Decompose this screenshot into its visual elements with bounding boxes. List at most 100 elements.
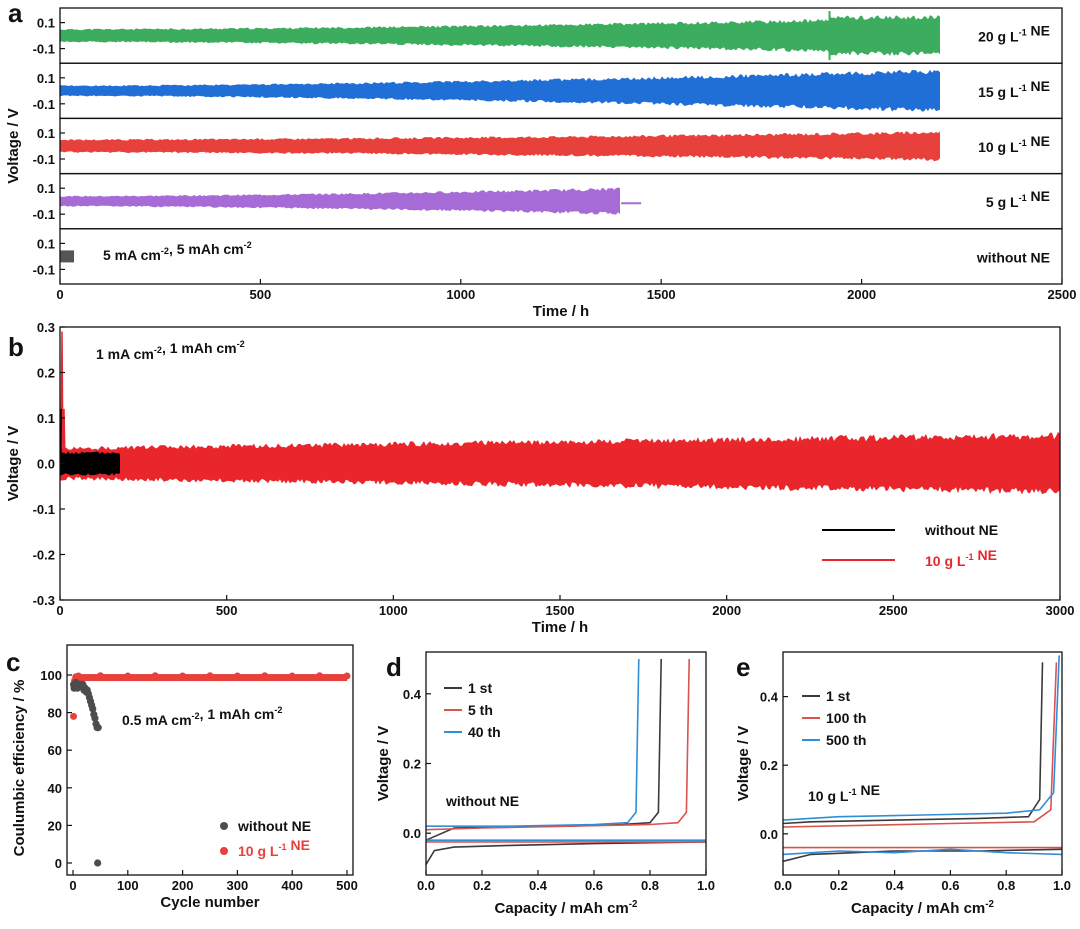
xlabel-d: Capacity / mAh cm-2 [495,899,638,917]
xtick-label-d: 0.6 [585,878,603,893]
xtick-label-e: 0.4 [886,878,905,893]
xtick-label-e: 0.6 [941,878,959,893]
ytick-label-b: 0.0 [37,457,55,472]
legend-label-without-ne-c: without NE [237,818,311,834]
ytick-label-b: 0.2 [37,366,55,381]
xtick-label-e: 0.2 [830,878,848,893]
ytick-label-b: -0.3 [33,593,55,608]
ytick-label-a: 0.1 [37,126,55,141]
series-label-a: 5 g L-1 NE [986,188,1050,210]
series-label-a: 15 g L-1 NE [978,78,1050,100]
point-10g-ne-c [96,672,104,680]
xtick-label-e: 0.0 [774,878,792,893]
xtick-label-a: 500 [250,287,272,302]
legend-marker-10g-c [220,847,228,855]
strip-curve-e-3 [782,848,1063,856]
plot-frame-e [782,651,1063,876]
point-without-ne-c [89,705,97,713]
trace-without-ne-b [60,451,120,476]
ytick-label-a: 0.1 [37,16,55,31]
series-label-a: 20 g L-1 NE [978,23,1050,45]
xtick-label-a: 1000 [446,287,475,302]
legend-label-e-1: 1 st [826,688,850,704]
series-label-a: 10 g L-1 NE [978,133,1050,155]
panel-a: 0.1 -0.1 20 g L-1 NE 0.1 -0.1 15 g L-1 NE 0.1 -… [5,0,1076,320]
trace-3-a [60,131,940,162]
xtick-label-e: 0.8 [997,878,1015,893]
point-10g-ne-c [288,672,296,680]
ytick-label-a: -0.1 [33,97,55,112]
ytick-label-a: 0.1 [37,181,55,196]
xtick-label-d: 1.0 [697,878,715,893]
point-10g-ne-c [179,672,187,680]
xtick-label-b: 500 [216,603,238,618]
ytick-label-c: 40 [48,781,62,796]
xtick-label-d: 0.2 [473,878,491,893]
xtick-label-c: 500 [336,878,358,893]
ytick-label-a: -0.1 [33,152,55,167]
ytick-label-c: 100 [40,668,62,683]
xtick-label-d: 0.8 [641,878,659,893]
xlabel-b: Time / h [532,619,588,636]
trace-4-a [60,187,620,215]
xtick-label-a: 2000 [847,287,876,302]
ytick-label-d: 0.4 [403,687,422,702]
ytick-label-c: 60 [48,743,62,758]
ytick-label-a: 0.1 [37,71,55,86]
point-10g-ne-c [261,672,269,680]
ytick-label-c: 20 [48,818,62,833]
point-without-ne-c [91,714,99,722]
ytick-label-b: -0.1 [33,502,55,517]
subpanel-frame-a [59,228,1063,285]
strip-curve-e-1 [782,848,1063,863]
ytick-label-b: 0.3 [37,320,55,335]
point-10g-ne-c [316,672,324,680]
ylabel-c: Coulumbic efficiency / % [11,680,28,857]
ylabel-a: Voltage / V [5,108,22,184]
xlabel-e: Capacity / mAh cm-2 [851,899,994,917]
ytick-label-d: 0.0 [403,826,421,841]
xtick-label-b: 1000 [379,603,408,618]
ytick-label-c: 0 [55,856,62,871]
legend-label-10g-c: 10 g L-1 NE [238,837,310,859]
curve-e-2 [782,662,1058,828]
panel-label-b: b [8,332,24,362]
ytick-label-b: -0.2 [33,548,55,563]
ytick-label-e: 0.4 [760,690,779,705]
xtick-label-e: 1.0 [1053,878,1071,893]
point-without-ne-c [94,859,102,867]
point-10g-ne-c [206,672,214,680]
xtick-label-b: 3000 [1046,603,1075,618]
ylabel-d: Voltage / V [375,726,392,802]
series-label-a: without NE [976,249,1050,265]
xtick-label-d: 0.0 [417,878,435,893]
ytick-label-a: -0.1 [33,42,55,57]
ytick-label-e: 0.2 [760,758,778,773]
point-without-ne-c [94,724,102,732]
xtick-label-b: 2000 [712,603,741,618]
legend-label-d-1: 1 st [468,680,492,696]
curve-e-1 [782,662,1044,825]
point-10g-ne-c [233,672,241,680]
xlabel-c: Cycle number [160,894,259,911]
xtick-label-a: 0 [56,287,63,302]
panel-label-e: e [736,652,750,682]
panel-e: 0.4 0.2 0.0 0.0 0.2 0.4 0.6 0.8 1.0 Capacity / mA… [735,651,1071,917]
xtick-label-b: 0 [56,603,63,618]
legend-label-d-3: 40 th [468,724,501,740]
curve-d-2 [425,658,690,831]
annotation-d: without NE [445,793,519,809]
strip-curve-d-1 [425,841,707,865]
xtick-label-c: 300 [227,878,249,893]
xtick-label-c: 200 [172,878,194,893]
point-10g-ne-c [124,672,132,680]
point-10g-ne-c [343,672,351,680]
plot-frame-c [66,644,354,876]
legend-label-d-2: 5 th [468,702,493,718]
point-10g-ne-c [74,672,82,680]
xlabel-a: Time / h [533,303,589,320]
ylabel-e: Voltage / V [735,726,752,802]
panel-label-d: d [386,652,402,682]
trace-without-ne-a [60,250,75,263]
panel-label-c: c [6,647,20,677]
